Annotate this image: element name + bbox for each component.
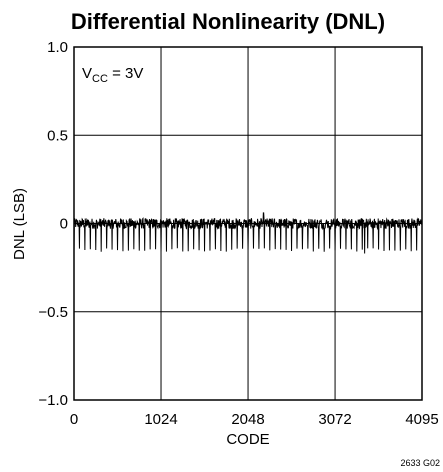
y-tick-label: 1.0	[47, 39, 68, 56]
y-tick-label: −1.0	[38, 392, 68, 409]
x-tick-label: 4095	[405, 411, 438, 428]
x-tick-label: 0	[70, 411, 78, 428]
x-tick-label: 3072	[318, 411, 351, 428]
x-axis-label: CODE	[226, 431, 269, 448]
x-tick-label: 1024	[144, 411, 177, 428]
y-tick-labels: 1.0 0.5 0 −0.5 −1.0	[38, 39, 68, 409]
figure-note: 2633 G02	[400, 458, 440, 468]
chart-title: Differential Nonlinearity (DNL)	[71, 9, 385, 34]
vcc-main: V	[82, 65, 92, 82]
y-tick-label: 0	[60, 216, 68, 233]
y-tick-label: 0.5	[47, 127, 68, 144]
vcc-rest: = 3V	[108, 65, 143, 82]
dnl-series-line	[73, 212, 423, 254]
vcc-annotation: VCC = 3V	[82, 65, 143, 85]
x-tick-labels: 0 1024 2048 3072 4095	[70, 411, 439, 428]
y-tick-label: −0.5	[38, 304, 68, 321]
x-tick-label: 2048	[231, 411, 264, 428]
vcc-subscript: CC	[92, 73, 108, 85]
y-axis-label: DNL (LSB)	[11, 188, 28, 260]
